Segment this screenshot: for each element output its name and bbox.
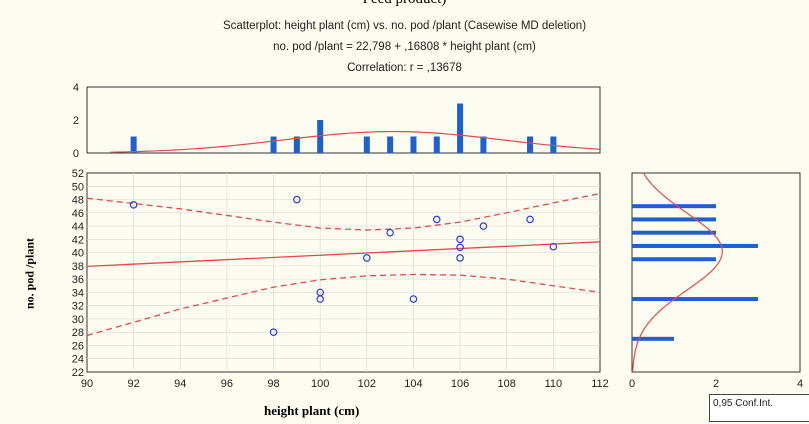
top-hist-bar <box>387 136 394 153</box>
y-tick-label: 24 <box>72 354 84 366</box>
scatter-point <box>129 201 138 209</box>
y-tick-label: 36 <box>72 274 84 286</box>
scatter-point <box>479 222 488 230</box>
top-hist-bar <box>317 120 324 153</box>
right-hist-x-tick: 4 <box>797 378 803 390</box>
scatter-point <box>456 243 464 252</box>
y-tick-label: 22 <box>72 367 84 379</box>
scatter-point <box>269 328 278 337</box>
top-hist-y-tick: 2 <box>73 115 79 127</box>
chart-title: Scatterplot: height plant (cm) vs. no. p… <box>222 20 587 32</box>
scatter-point <box>386 228 394 237</box>
top-hist-bar <box>480 136 487 153</box>
right-hist-bar <box>632 217 716 222</box>
top-hist-bar <box>293 136 300 153</box>
scatter-point <box>293 195 301 204</box>
x-tick-label: 108 <box>498 378 516 390</box>
y-tick-label: 30 <box>72 314 84 326</box>
x-tick-label: 110 <box>545 378 563 390</box>
y-tick-label: 40 <box>72 248 84 260</box>
scatter-point <box>316 295 324 303</box>
top-histogram-frame <box>86 86 601 154</box>
y-tick-label: 34 <box>72 287 84 299</box>
scatter-point <box>363 254 371 262</box>
x-tick-label: 104 <box>404 378 422 390</box>
scatter-plot-frame <box>86 172 601 373</box>
top-hist-normal-curve <box>110 130 601 153</box>
scatter-point <box>526 215 534 224</box>
correlation-label: Correlation: r = ,13678 <box>347 62 462 74</box>
x-tick-label: 92 <box>128 378 140 390</box>
scatter-point <box>432 215 441 224</box>
top-hist-bar <box>270 136 277 153</box>
right-hist-normal-curve <box>632 172 723 373</box>
x-tick-label: 100 <box>311 378 329 390</box>
scatter-point <box>456 235 464 244</box>
y-tick-label: 28 <box>72 327 84 339</box>
regression-equation: no. pod /plant = 22,798 + ,16808 * heigh… <box>273 41 536 53</box>
y-axis-label: no. pod /plant <box>22 237 37 310</box>
x-tick-label: 96 <box>221 378 233 390</box>
regression-line <box>86 241 601 268</box>
top-hist-bar <box>433 136 440 153</box>
x-tick-label: 106 <box>451 378 469 390</box>
x-tick-label: 102 <box>358 378 376 390</box>
scatter-point <box>409 295 418 303</box>
top-hist-y-tick: 4 <box>73 82 79 94</box>
right-hist-x-tick: 0 <box>629 378 635 390</box>
top-hist-bar <box>457 103 464 153</box>
x-tick-label: 90 <box>81 378 93 390</box>
right-hist-x-tick: 2 <box>713 378 719 390</box>
scatter-point <box>456 254 464 262</box>
y-tick-label: 38 <box>72 261 84 273</box>
right-hist-bar <box>632 243 758 248</box>
legend-entry-conf-int: 0,95 Conf.Int. <box>713 398 774 409</box>
top-hist-bar <box>550 136 557 153</box>
conf-band-lower <box>86 273 601 337</box>
x-tick-label: 112 <box>591 378 609 390</box>
y-tick-label: 42 <box>72 234 84 246</box>
y-tick-label: 46 <box>72 208 84 220</box>
top-hist-bar <box>363 136 370 153</box>
top-hist-bar <box>410 136 417 153</box>
x-axis-label: height plant (cm) <box>264 403 360 418</box>
figure-caption-fragment: Feed product) <box>0 0 809 8</box>
y-tick-label: 26 <box>72 340 84 352</box>
y-tick-label: 48 <box>72 195 84 207</box>
legend-box: 0,95 Conf.Int. <box>709 394 809 422</box>
right-hist-bar <box>632 297 758 302</box>
right-hist-bar <box>632 336 674 341</box>
x-tick-label: 98 <box>267 378 279 390</box>
right-hist-bar <box>632 230 716 235</box>
y-tick-label: 44 <box>72 221 84 233</box>
right-hist-bar <box>632 257 716 262</box>
right-histogram-frame <box>631 172 801 373</box>
scatter-point <box>549 242 558 251</box>
y-tick-label: 52 <box>72 168 84 180</box>
y-tick-label: 32 <box>72 301 84 313</box>
x-tick-label: 94 <box>174 378 186 390</box>
top-hist-y-tick: 0 <box>73 148 79 160</box>
top-hist-bar <box>527 136 534 153</box>
right-hist-bar <box>632 204 716 209</box>
y-tick-label: 50 <box>72 181 84 193</box>
top-hist-bar <box>130 136 137 153</box>
